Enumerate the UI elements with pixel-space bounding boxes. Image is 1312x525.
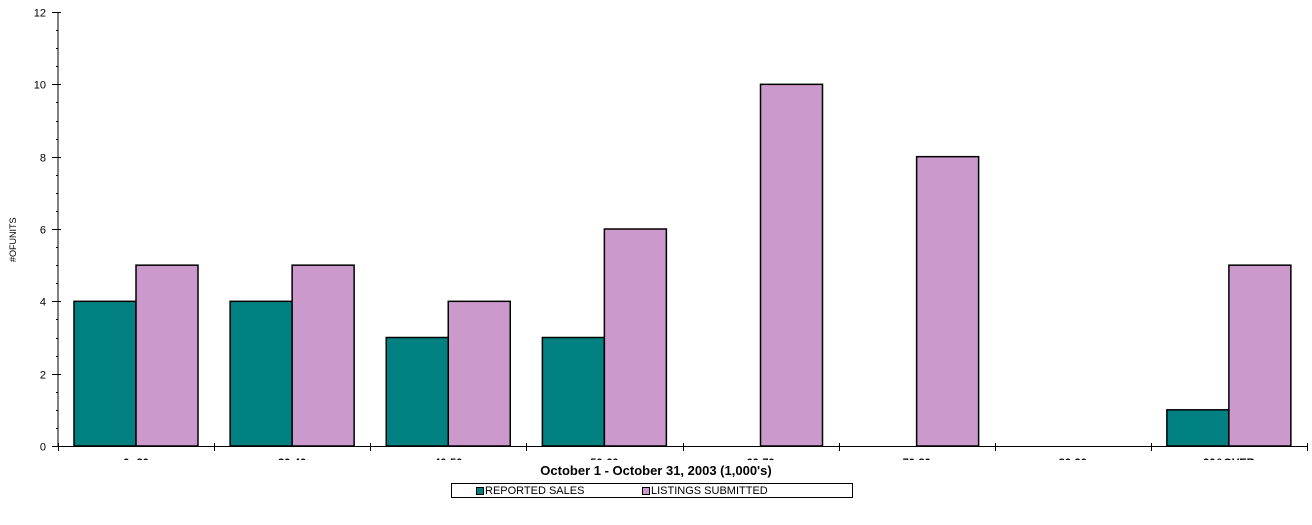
bar-listings-submitted-2 <box>447 300 511 447</box>
x-tick-label: 60-70 <box>746 457 774 460</box>
legend: REPORTED SALES LISTINGS SUBMITTED <box>451 483 853 498</box>
x-tick-label: 90&OVER <box>1203 457 1254 460</box>
y-tick-label: 10 <box>34 80 46 92</box>
legend-label-reported-sales: REPORTED SALES <box>485 484 585 497</box>
legend-item-reported-sales: REPORTED SALES <box>476 484 584 497</box>
y-tick-label: 8 <box>40 153 46 165</box>
bar-chart: 0 2 4 6 8 10 12 0--30 30-40 40-50 50-60 60-70 70-80 8… <box>34 8 1308 460</box>
bar-listings-submitted-5 <box>915 155 980 447</box>
legend-label-listings-submitted: LISTINGS SUBMITTED <box>651 484 768 497</box>
x-axis-label: October 1 - October 31, 2003 (1,000's) <box>540 463 772 478</box>
x-tick-label: 30-40 <box>278 457 306 460</box>
y-tick-label: 2 <box>40 370 46 382</box>
bar-reported-sales-2 <box>385 336 449 447</box>
bar-listings-submitted-1 <box>291 264 355 447</box>
y-axis-label: #OFUNITS <box>8 217 18 262</box>
x-tick-label: 40-50 <box>434 457 462 460</box>
x-tick-label: 80-90 <box>1059 457 1087 460</box>
bar-listings-submitted-7 <box>1228 264 1292 447</box>
bar-listings-submitted-4 <box>759 83 824 447</box>
y-tick-label: 12 <box>34 8 46 20</box>
bar-reported-sales-0 <box>73 300 137 447</box>
bar-reported-sales-1 <box>229 300 293 447</box>
y-tick-label: 6 <box>40 225 46 237</box>
y-tick-label: 4 <box>40 297 46 309</box>
bar-listings-submitted-3 <box>603 228 668 447</box>
bar-listings-submitted-0 <box>135 264 199 447</box>
legend-swatch-reported-sales <box>476 486 484 495</box>
x-tick-label: 70-80 <box>903 457 931 460</box>
x-tick-label: 50-60 <box>590 457 618 460</box>
bar-reported-sales-7 <box>1166 409 1230 447</box>
bar-reported-sales-3 <box>541 336 606 447</box>
legend-swatch-listings-submitted <box>642 486 650 495</box>
x-tick-label: 0--30 <box>123 457 149 460</box>
legend-item-listings-submitted: LISTINGS SUBMITTED <box>642 484 768 497</box>
y-tick-label: 0 <box>40 442 46 454</box>
